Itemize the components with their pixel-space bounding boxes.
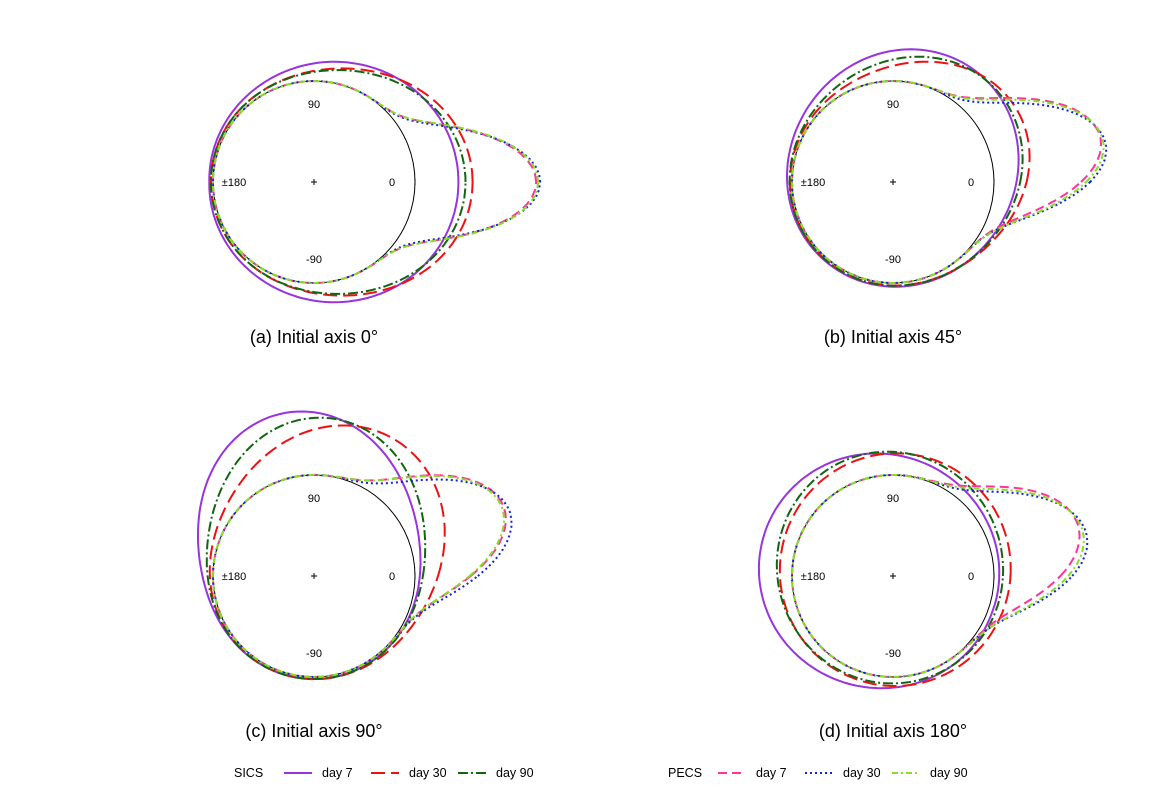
angular-tick-label: ±180 [801,571,825,583]
series-line [211,474,513,679]
series-line [790,474,1085,679]
angular-tick-label: ±180 [222,177,246,189]
center-mark [890,179,896,185]
angular-tick-label: -90 [885,648,901,660]
series-line [205,416,427,680]
center-mark [311,573,317,579]
series-line [786,48,1020,288]
center-mark [890,573,896,579]
angular-tick-label: -90 [306,254,322,266]
angular-tick-label: -90 [885,254,901,266]
angular-tick-label: -90 [306,648,322,660]
series-line [211,79,542,285]
angular-tick-label: 0 [968,571,974,583]
angular-tick-label: 90 [308,99,320,111]
legend-group-label: SICS [234,766,263,780]
angular-tick-label: ±180 [801,177,825,189]
panel-caption: (c) Initial axis 90° [245,721,382,741]
series-line [757,452,1001,690]
polar-panel: 90 ±180 0 -90 (c) Initial axis 90° [197,410,513,741]
series-line [788,55,1024,287]
legend-entry-label: day 30 [409,766,447,780]
angular-tick-label: 0 [389,177,395,189]
legend: SICS day 7 day 30 day 90 PECS day 7 day 30 day … [234,766,968,780]
angular-tick-label: 90 [887,99,899,111]
panel-caption: (d) Initial axis 180° [819,721,967,741]
series-line [208,60,460,304]
panel-caption: (a) Initial axis 0° [250,327,378,347]
series-line [210,67,474,297]
angular-tick-label: ±180 [222,571,246,583]
legend-entry-label: day 30 [843,766,881,780]
legend-entry-label: day 7 [322,766,353,780]
series-line [778,452,1012,687]
panel-caption: (b) Initial axis 45° [824,327,962,347]
series-line [211,473,506,679]
polar-panel: 90 ±180 0 -90 (b) Initial axis 45° [786,48,1108,347]
series-line [211,473,507,679]
angular-tick-label: 0 [389,571,395,583]
legend-entry-label: day 7 [756,766,787,780]
angular-tick-label: 0 [968,177,974,189]
series-line [211,79,540,285]
polar-panel: 90 ±180 0 -90 (d) Initial axis 180° [757,450,1089,741]
series-line [210,69,467,295]
legend-group-label: PECS [668,766,702,780]
legend-entry-label: day 90 [496,766,534,780]
center-mark [311,179,317,185]
angular-tick-label: 90 [308,493,320,505]
series-line [790,474,1089,679]
series-line [211,79,538,285]
series-line [790,79,1103,285]
angular-tick-label: 90 [887,493,899,505]
series-line [790,79,1105,285]
series-line [790,474,1081,679]
series-line [790,79,1108,285]
polar-panel: 90 ±180 0 -90 (a) Initial axis 0° [208,60,542,347]
series-line [208,424,446,681]
legend-entry-label: day 90 [930,766,968,780]
